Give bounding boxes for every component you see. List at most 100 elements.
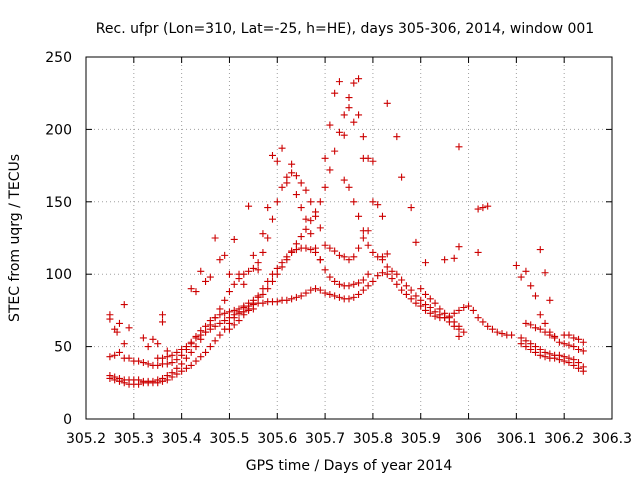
data-point: [206, 325, 214, 333]
data-point: [216, 319, 224, 327]
data-point: [292, 246, 300, 254]
data-point: [412, 292, 420, 300]
data-point: [211, 314, 219, 322]
data-point: [383, 250, 391, 258]
data-point: [536, 325, 544, 333]
data-point: [374, 201, 382, 209]
data-point: [202, 277, 210, 285]
data-point: [292, 172, 300, 180]
data-point: [259, 299, 267, 307]
data-point: [135, 357, 143, 365]
data-point: [187, 361, 195, 369]
data-point: [350, 253, 358, 261]
data-point: [527, 321, 535, 329]
data-point: [355, 244, 363, 252]
data-point: [426, 295, 434, 303]
data-point: [154, 340, 162, 348]
data-point: [240, 280, 248, 288]
data-point: [335, 251, 343, 259]
data-point: [278, 144, 286, 152]
data-point: [488, 325, 496, 333]
data-point: [326, 244, 334, 252]
data-point: [273, 198, 281, 206]
data-point: [159, 318, 167, 326]
x-tick-label: 305.3: [114, 431, 154, 447]
data-point: [235, 309, 243, 317]
data-point: [326, 273, 334, 281]
data-point: [355, 212, 363, 220]
data-point: [297, 292, 305, 300]
data-point: [579, 347, 587, 355]
data-point: [216, 331, 224, 339]
data-point: [412, 238, 420, 246]
data-point: [541, 328, 549, 336]
data-point: [527, 345, 535, 353]
data-point: [254, 292, 262, 300]
data-point: [139, 334, 147, 342]
data-point: [441, 256, 449, 264]
plot-frame: [85, 56, 613, 420]
data-point: [182, 354, 190, 362]
data-point: [326, 166, 334, 174]
data-point: [288, 248, 296, 256]
data-point: [364, 241, 372, 249]
data-point: [355, 75, 363, 83]
data-point: [307, 230, 315, 238]
data-point: [364, 270, 372, 278]
data-point: [235, 317, 243, 325]
data-point: [321, 183, 329, 191]
data-point: [541, 269, 549, 277]
data-point: [316, 286, 324, 294]
data-point: [163, 376, 171, 384]
data-point: [359, 286, 367, 294]
data-point: [202, 328, 210, 336]
data-point: [211, 322, 219, 330]
data-point: [173, 356, 181, 364]
data-point: [422, 290, 430, 298]
x-tick-label: 305.2: [66, 431, 106, 447]
data-point: [383, 270, 391, 278]
data-point: [168, 359, 176, 367]
data-point: [331, 89, 339, 97]
data-point: [369, 277, 377, 285]
data-point: [221, 317, 229, 325]
data-point: [125, 354, 133, 362]
data-point: [474, 248, 482, 256]
data-point: [259, 248, 267, 256]
data-point: [288, 160, 296, 168]
data-point: [531, 292, 539, 300]
data-point: [398, 276, 406, 284]
data-point: [335, 78, 343, 86]
data-point: [106, 374, 114, 382]
data-point: [235, 270, 243, 278]
data-point: [355, 111, 363, 119]
data-point: [192, 288, 200, 296]
data-point: [402, 290, 410, 298]
data-point: [225, 288, 233, 296]
data-point: [579, 367, 587, 375]
data-point: [302, 225, 310, 233]
data-point: [388, 267, 396, 275]
y-tick-label: 150: [45, 195, 72, 211]
y-tick-label: 0: [63, 412, 72, 428]
data-point: [307, 246, 315, 254]
data-point: [522, 267, 530, 275]
data-point: [288, 295, 296, 303]
data-point: [245, 305, 253, 313]
data-point: [331, 147, 339, 155]
data-point: [575, 345, 583, 353]
data-point: [345, 94, 353, 102]
data-point: [316, 256, 324, 264]
data-point: [531, 348, 539, 356]
data-point: [383, 99, 391, 107]
data-point: [407, 204, 415, 212]
data-point: [159, 377, 167, 385]
data-point: [216, 256, 224, 264]
data-point: [115, 348, 123, 356]
data-point: [398, 286, 406, 294]
data-point: [216, 305, 224, 313]
x-tick-label: 305.7: [305, 431, 345, 447]
data-point: [312, 285, 320, 293]
data-point: [369, 157, 377, 165]
data-point: [565, 359, 573, 367]
